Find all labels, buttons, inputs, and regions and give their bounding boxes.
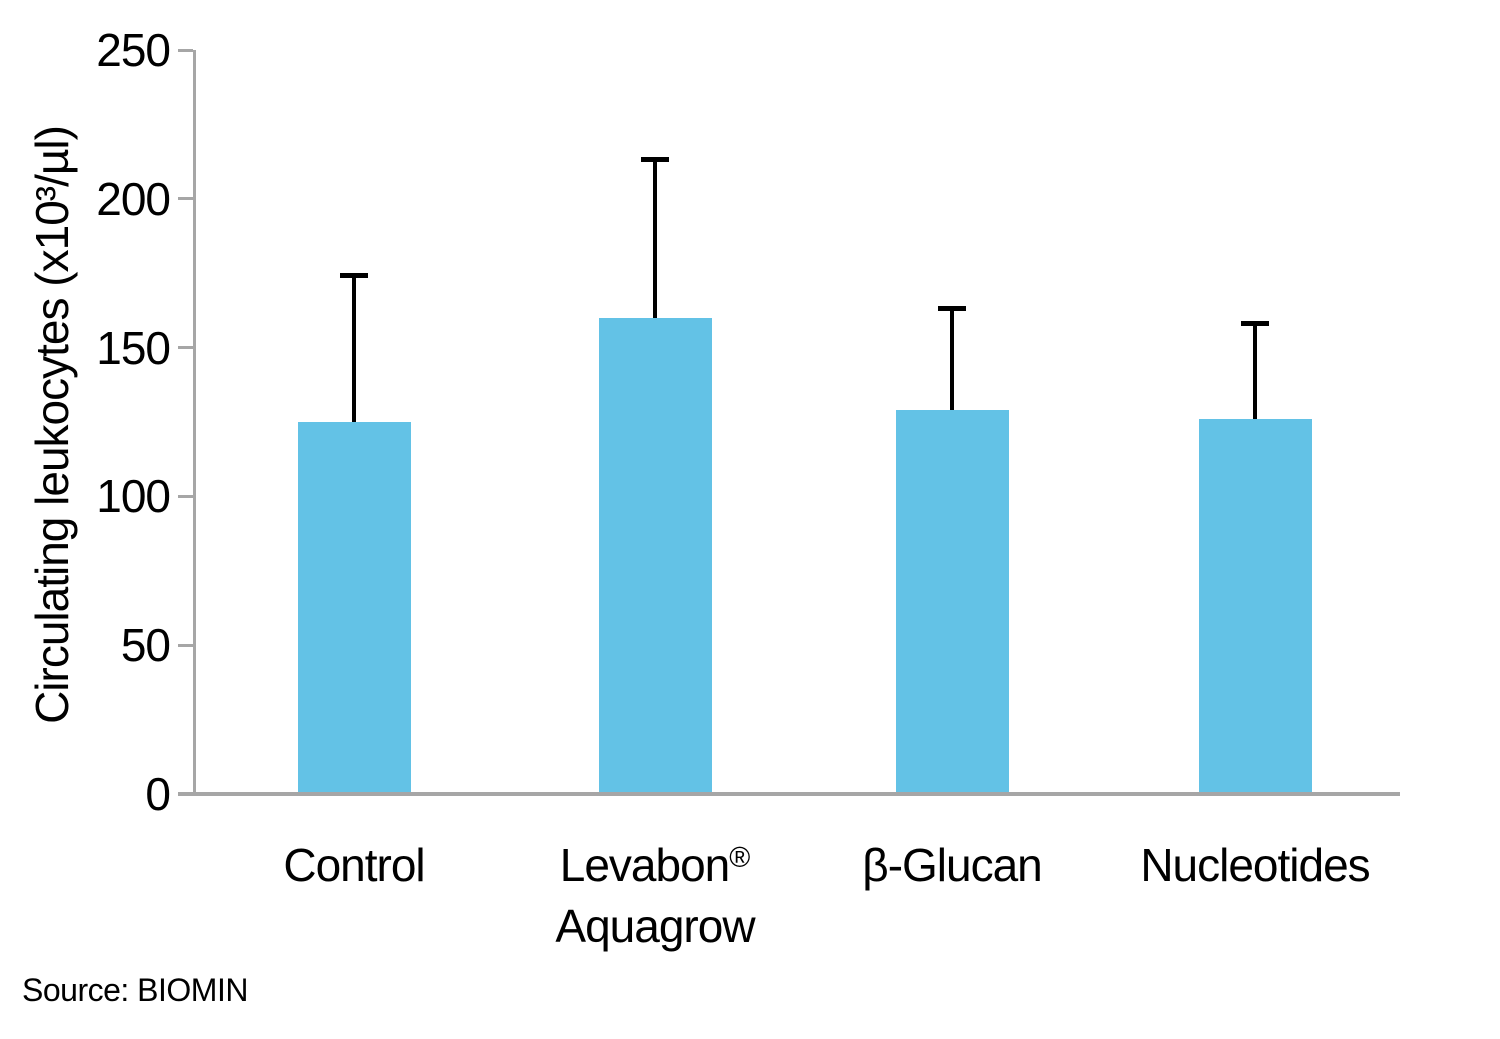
y-tick-label-0: 0: [145, 768, 171, 820]
y-tick-200: [178, 197, 193, 201]
error-bar-cap-nucleotides: [1241, 320, 1269, 326]
source-note: Source: BIOMIN: [22, 972, 248, 1008]
y-tick-label-50: 50: [120, 619, 171, 672]
error-bar-levabon-aquagrow: [653, 159, 657, 318]
y-tick-100: [178, 494, 193, 498]
error-bar-control: [352, 275, 356, 422]
y-tick-label-100: 100: [96, 470, 171, 523]
error-bar-glucan: [950, 307, 954, 411]
error-bar-nucleotides: [1253, 322, 1257, 420]
x-label-line: Control: [283, 839, 425, 891]
bar-nucleotides: [1198, 419, 1312, 794]
y-tick-label-200: 200: [96, 172, 171, 225]
x-label-line: Aquagrow: [555, 900, 755, 952]
y-tick-50: [178, 643, 193, 647]
error-bar-cap-control: [340, 273, 368, 279]
x-label-levabon-aquagrow: Levabon® Aquagrow: [485, 838, 825, 953]
y-tick-label-150: 150: [96, 321, 171, 374]
bar-control: [297, 422, 411, 794]
x-label-line: Levabon®: [559, 839, 751, 891]
y-tick-label-250: 250: [96, 24, 171, 76]
y-axis-line: [193, 50, 196, 796]
x-label-line: β-Glucan: [862, 839, 1043, 891]
x-label-nucleotides: Nucleotides: [1085, 838, 1425, 892]
bar-glucan: [895, 410, 1009, 794]
x-label-control: Control: [184, 838, 524, 892]
error-bar-cap-glucan: [938, 305, 966, 311]
bar-levabon-aquagrow: [598, 317, 712, 794]
x-axis-baseline: [178, 792, 1400, 796]
registered-mark: ®: [729, 841, 751, 874]
error-bar-cap-levabon-aquagrow: [641, 157, 669, 163]
y-tick-250: [178, 48, 193, 52]
x-label-line: Nucleotides: [1140, 839, 1370, 891]
x-label-glucan: β-Glucan: [782, 838, 1122, 892]
y-tick-150: [178, 346, 193, 350]
